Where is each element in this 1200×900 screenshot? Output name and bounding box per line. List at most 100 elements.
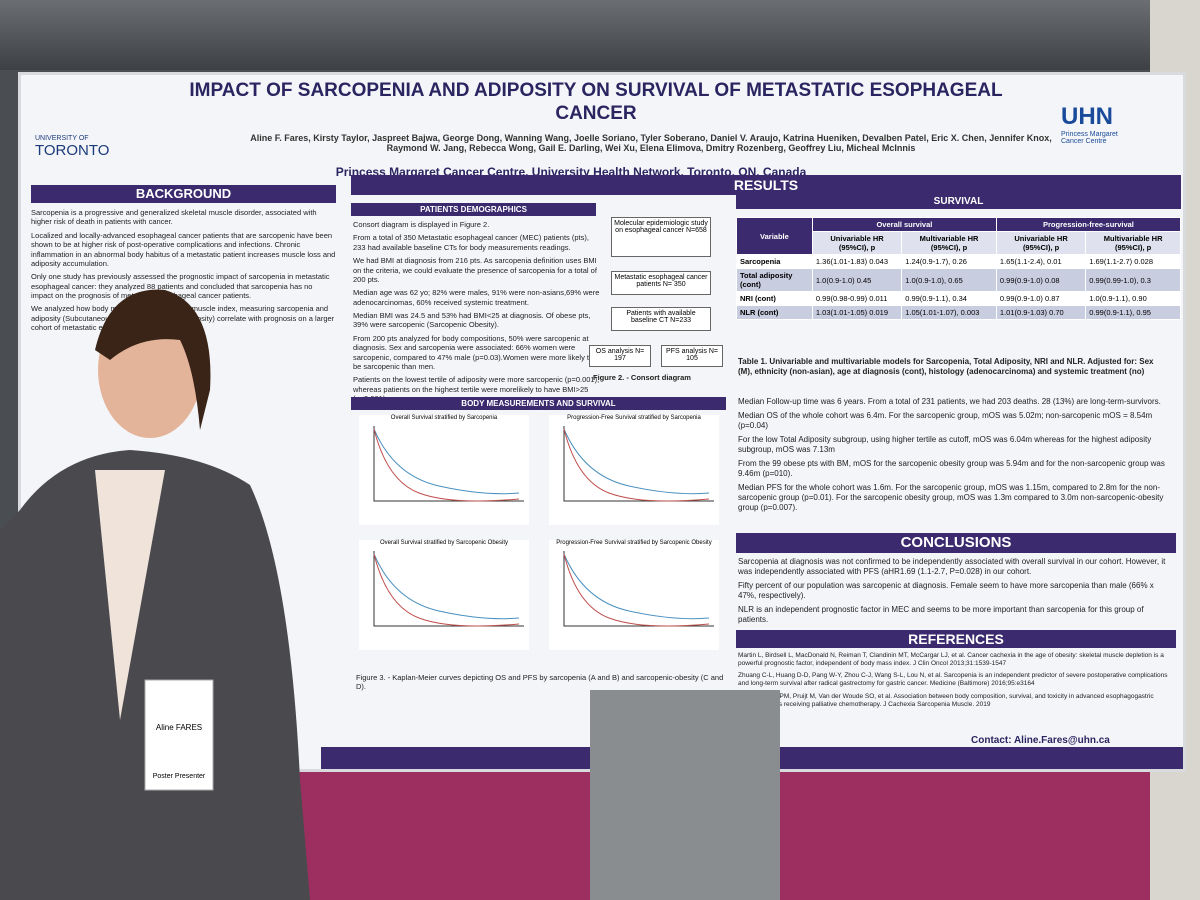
table-cell: 1.36(1.01-1.83) 0.043 — [811, 254, 903, 269]
logo-right: UHN Princess Margaret Cancer Centre — [1061, 103, 1121, 145]
plot-title: Progression-Free Survival stratified by … — [556, 540, 712, 546]
jacket — [0, 450, 310, 900]
plot-title: Progression-Free Survival stratified by … — [567, 415, 701, 421]
paragraph: Median PFS for the whole cohort was 1.6m… — [738, 483, 1164, 512]
flow-box: Metastatic esophageal cancer patients N=… — [611, 271, 711, 295]
table-cell: Sarcopenia — [736, 254, 813, 269]
paragraph: Sarcopenia is a progressive and generali… — [31, 208, 317, 227]
figure-caption: Figure 3. - Kaplan-Meier curves depictin… — [356, 673, 724, 692]
badge-name: Aline FARES — [156, 723, 202, 732]
header-cell: Univariable HR (95%CI), p — [995, 231, 1087, 255]
table-cell: NRI (cont) — [736, 291, 813, 306]
references-text: Martin L, Birdsell L, MacDonald N, Reima… — [738, 652, 1168, 713]
paragraph: Median Follow-up time was 6 years. From … — [738, 397, 1161, 406]
table-row: NLR (cont) 1.03(1.01-1.05) 0.019 1.05(1.01… — [736, 305, 1181, 320]
header-cell: Variable — [736, 217, 813, 255]
table-cell: 1.65(1.1-2.4), 0.01 — [995, 254, 1087, 269]
paragraph: For the low Total Adiposity subgroup, us… — [738, 435, 1152, 454]
header-cell: Multivariable HR (95%CI), p — [901, 231, 997, 255]
paragraph: Median OS of the whole cohort was 6.4m. … — [738, 411, 1153, 430]
survival-text: Median Follow-up time was 6 years. From … — [738, 397, 1168, 517]
survival-table: Variable Overall survival Progression-free… — [736, 217, 1182, 320]
logo-text: TORONTO — [35, 142, 110, 159]
paragraph: Localized and locally-advanced esophagea… — [31, 230, 336, 268]
section-heading: CONCLUSIONS — [736, 533, 1176, 553]
section-heading: REFERENCES — [736, 630, 1176, 648]
km-curves — [563, 551, 714, 627]
table-cell: 0.99(0.9-1.1), 0.95 — [1085, 305, 1181, 320]
paragraph: From the 99 obese pts with BM, mOS for t… — [738, 459, 1165, 478]
hair — [95, 289, 211, 430]
section-heading: BACKGROUND — [31, 185, 336, 203]
table-caption: Table 1. Univariable and multivariable m… — [738, 357, 1154, 376]
table-row: Total adiposity (cont) 1.0(0.9-1.0) 0.45 1… — [736, 268, 1181, 292]
table-cell: 1.69(1.1-2.7) 0.028 — [1085, 254, 1181, 269]
table-cell: 0.99(0.9-1.0) 0.08 — [995, 268, 1087, 292]
paragraph: Fifty percent of our population was sarc… — [738, 581, 1154, 600]
poster: UNIVERSITY OF TORONTO UHN Princess Marga… — [18, 72, 1186, 772]
header-row: Variable Overall survival Progression-free… — [736, 217, 1182, 255]
header-cell: Multivariable HR (95%CI), p — [1085, 231, 1181, 255]
table-cell: 1.05(1.01-1.07), 0.003 — [901, 305, 997, 320]
logo-text: UNIVERSITY OF — [35, 135, 89, 142]
logo-text: UHN — [1061, 103, 1113, 130]
paragraph: From a total of 350 Metastatic esophagea… — [353, 233, 589, 252]
badge-role: Poster Presenter — [153, 773, 206, 780]
table-cell: 1.0(0.9-1.0), 0.65 — [901, 268, 997, 292]
plot-title: Overall Survival stratified by Sarcopeni… — [390, 415, 498, 421]
km-curves — [563, 426, 714, 502]
demographics-text: Consort diagram is displayed in Figure 2… — [353, 220, 601, 407]
title: IMPACT OF SARCOPENIA AND ADIPOSITY ON SU… — [189, 80, 1003, 124]
header-cell: Overall survival — [811, 217, 997, 232]
blouse — [95, 470, 165, 720]
header-cell: Progression-free-survival — [995, 217, 1182, 232]
reference: Martin L, Birdsell L, MacDonald N, Reima… — [738, 652, 1164, 668]
km-curves — [373, 551, 524, 627]
km-plot: Overall Survival stratified by Sarcopeni… — [359, 540, 529, 650]
table-cell: 1.0(0.9-1.0) 0.45 — [811, 268, 903, 292]
logo-left: UNIVERSITY OF TORONTO — [35, 135, 109, 159]
paragraph: Sarcopenia at diagnosis was not confirme… — [738, 557, 1166, 576]
km-plot: Overall Survival stratified by Sarcopeni… — [359, 415, 529, 525]
person-legs — [590, 690, 780, 900]
figure-caption: Figure 2. - Consort diagram — [593, 373, 691, 382]
km-curves — [373, 426, 524, 502]
paragraph: Median BMI was 24.5 and 53% had BMI<25 a… — [353, 311, 591, 330]
table-cell: Total adiposity (cont) — [736, 268, 813, 292]
flow-box: PFS analysis N= 105 — [661, 345, 723, 367]
table-cell: 1.24(0.9-1.7), 0.26 — [901, 254, 997, 269]
presenter: Aline FARES Poster Presenter — [0, 289, 310, 900]
subsection-heading: SURVIVAL — [736, 195, 1181, 209]
table-cell: 0.99(0.98-0.99) 0.011 — [811, 291, 903, 306]
subsection-heading: BODY MEASUREMENTS AND SURVIVAL — [351, 397, 726, 410]
paragraph: Consort diagram is displayed in Figure 2… — [353, 220, 490, 229]
logo-text: Princess Margaret Cancer Centre — [1061, 131, 1118, 145]
reference: Dijksterhuis WPM, Pruijt M, Van der Woud… — [738, 692, 1154, 708]
table-cell: NLR (cont) — [736, 305, 813, 320]
section-heading: RESULTS — [351, 175, 1181, 195]
km-plot: Progression-Free Survival stratified by … — [549, 415, 719, 525]
km-plot: Progression-Free Survival stratified by … — [549, 540, 719, 650]
subsection-heading: PATIENTS DEMOGRAPHICS — [351, 203, 596, 216]
paragraph: Median age was 62 yo; 82% were males, 91… — [353, 288, 600, 307]
flow-box: OS analysis N= 197 — [589, 345, 651, 367]
paragraph: From 200 pts analyzed for body compositi… — [353, 333, 594, 371]
paragraph: NLR is an independent prognostic factor … — [738, 605, 1144, 624]
table-row: NRI (cont) 0.99(0.98-0.99) 0.011 0.99(0.9-… — [736, 291, 1181, 306]
ceiling — [0, 0, 1200, 70]
authors: Aline F. Fares, Kirsty Taylor, Jaspreet … — [250, 133, 1052, 153]
plot-title: Overall Survival stratified by Sarcopeni… — [379, 540, 509, 546]
table-row: Sarcopenia 1.36(1.01-1.83) 0.043 1.24(0.9-… — [736, 254, 1181, 269]
header-cell: Univariable HR (95%CI), p — [811, 231, 903, 255]
badge — [144, 679, 214, 791]
conclusions-text: Sarcopenia at diagnosis was not confirme… — [738, 557, 1168, 629]
table-cell: 1.0(0.9-1.1), 0.90 — [1085, 291, 1181, 306]
reference: Zhuang C-L, Huang D-D, Pang W-Y, Zhou C-… — [738, 672, 1168, 688]
table-cell: 0.99(0.9-1.1), 0.34 — [901, 291, 997, 306]
flow-box: Molecular epidemiologic study on esophag… — [611, 217, 711, 257]
table-cell: 1.03(1.01-1.05) 0.019 — [811, 305, 903, 320]
paragraph: We had BMI at diagnosis from 216 pts. As… — [353, 256, 597, 284]
flow-box: Patients with available baseline CT N=23… — [611, 307, 711, 331]
table-cell: 0.99(0.9-1.0) 0.87 — [995, 291, 1087, 306]
